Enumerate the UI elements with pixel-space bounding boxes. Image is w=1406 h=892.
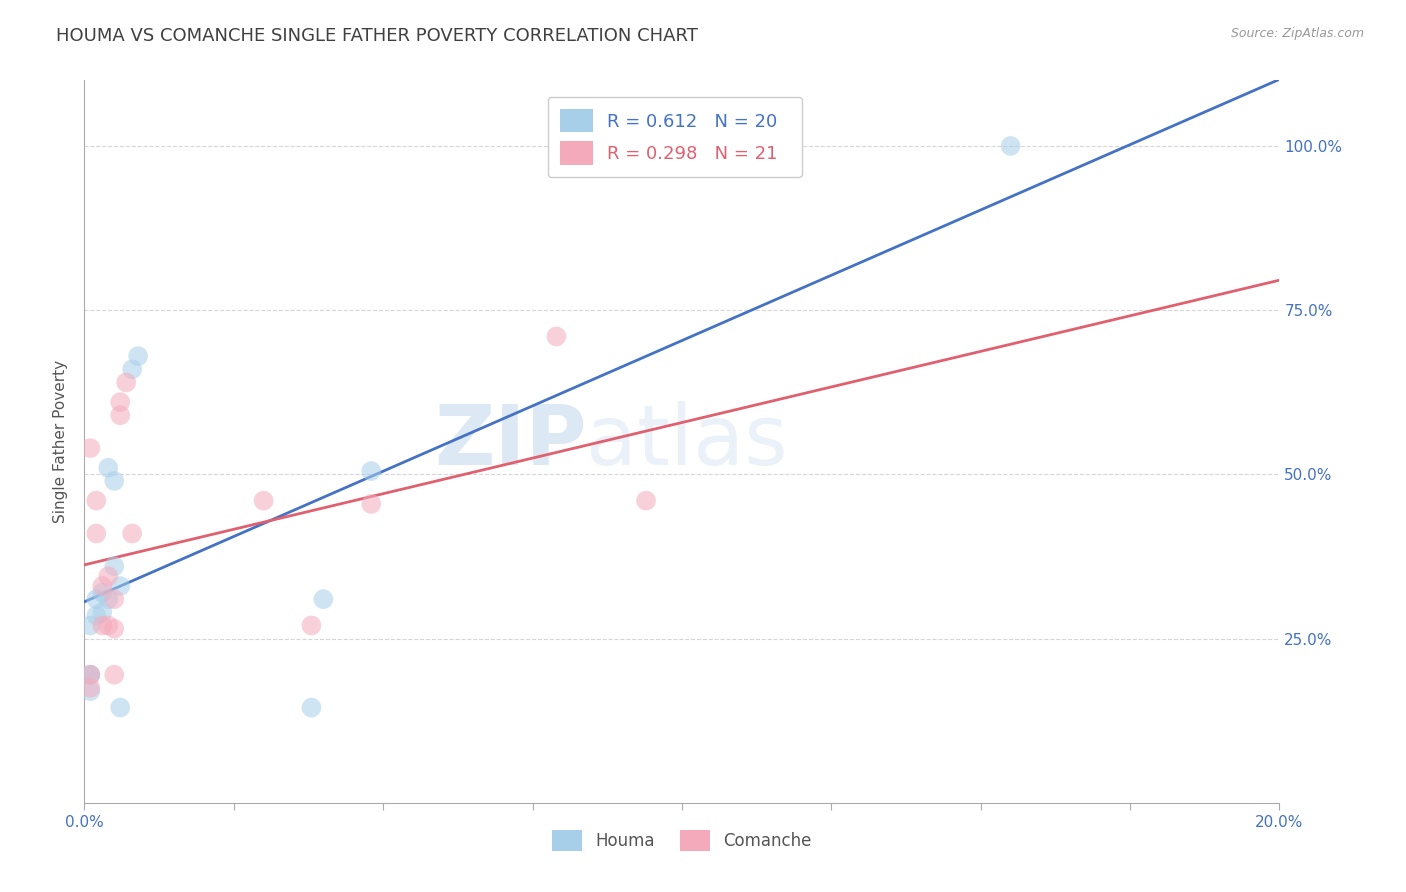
Point — [301, 618, 323, 632]
Point — [103, 622, 125, 636]
Point — [360, 464, 382, 478]
Point — [127, 349, 149, 363]
Point — [79, 667, 101, 681]
Point — [91, 618, 114, 632]
Point — [301, 700, 323, 714]
Point — [1000, 139, 1022, 153]
Point — [86, 526, 108, 541]
Point — [91, 585, 114, 599]
Point — [360, 497, 382, 511]
Text: Source: ZipAtlas.com: Source: ZipAtlas.com — [1230, 27, 1364, 40]
Point — [79, 618, 101, 632]
Point — [79, 441, 101, 455]
Point — [121, 526, 143, 541]
Point — [79, 684, 101, 698]
Y-axis label: Single Father Poverty: Single Father Poverty — [53, 360, 69, 523]
Text: atlas: atlas — [586, 401, 787, 482]
Point — [97, 569, 120, 583]
Point — [546, 329, 568, 343]
Point — [103, 474, 125, 488]
Point — [115, 376, 138, 390]
Text: ZIP: ZIP — [434, 401, 586, 482]
Point — [86, 592, 108, 607]
Point — [121, 362, 143, 376]
Point — [91, 605, 114, 619]
Point — [636, 493, 658, 508]
Point — [86, 608, 108, 623]
Point — [97, 592, 120, 607]
Point — [91, 579, 114, 593]
Text: HOUMA VS COMANCHE SINGLE FATHER POVERTY CORRELATION CHART: HOUMA VS COMANCHE SINGLE FATHER POVERTY … — [56, 27, 699, 45]
Legend: Houma, Comanche: Houma, Comanche — [544, 822, 820, 860]
Point — [110, 579, 132, 593]
Point — [110, 700, 132, 714]
Point — [97, 618, 120, 632]
Point — [86, 493, 108, 508]
Point — [79, 681, 101, 695]
Point — [103, 667, 125, 681]
Point — [110, 395, 132, 409]
Point — [79, 667, 101, 681]
Point — [103, 559, 125, 574]
Point — [97, 460, 120, 475]
Point — [312, 592, 335, 607]
Point — [110, 409, 132, 423]
Point — [79, 667, 101, 681]
Point — [253, 493, 276, 508]
Point — [103, 592, 125, 607]
